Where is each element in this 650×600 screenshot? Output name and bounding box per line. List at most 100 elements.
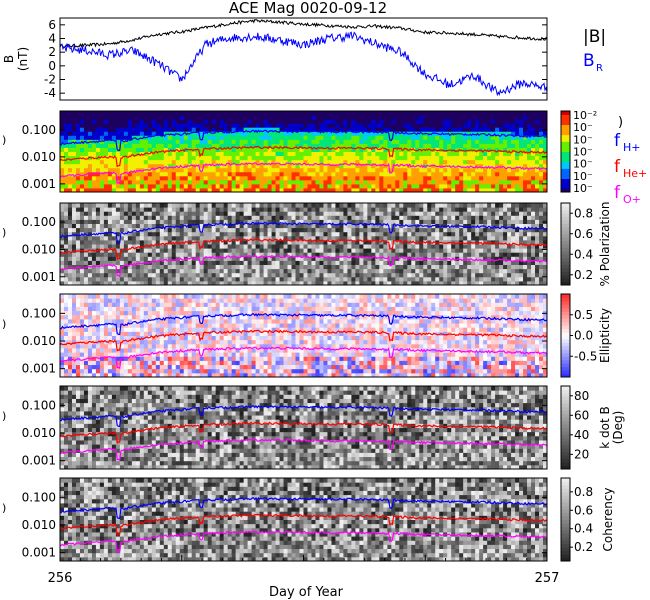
spectrogram-cell [483, 260, 488, 265]
spectrogram-cell [435, 115, 440, 120]
spectrogram-cell [171, 123, 177, 128]
spectrogram-cell [195, 183, 201, 189]
spectrogram-cell [183, 207, 189, 212]
spectrogram-cell [475, 239, 480, 245]
spectrogram-cell [443, 235, 448, 241]
spectrogram-cell [279, 135, 285, 140]
spectrogram-cell [443, 175, 448, 181]
spectrogram-cell [91, 260, 97, 265]
spectrogram-cell [495, 171, 500, 177]
spectrogram-cell [363, 219, 368, 224]
spectrogram-cell [543, 235, 548, 241]
spectrogram-cell [255, 264, 261, 270]
spectrogram-cell [263, 155, 269, 161]
spectrogram-cell [411, 264, 416, 270]
spectrogram-cell [163, 280, 169, 286]
spectrogram-cell [331, 268, 336, 274]
spectrogram-cell [403, 280, 408, 286]
spectrogram-cell [531, 155, 536, 161]
spectrogram-cell [295, 163, 301, 169]
spectrogram-cell [375, 215, 380, 220]
spectrogram-cell [415, 268, 420, 274]
spectrogram-cell [327, 260, 332, 265]
spectrogram-cell [483, 235, 488, 241]
spectrogram-cell [63, 280, 69, 286]
spectrogram-cell [511, 252, 516, 257]
spectrogram-cell [299, 135, 304, 140]
spectrogram-cell [159, 127, 165, 132]
spectrogram-cell [63, 179, 69, 185]
spectrogram-cell [535, 123, 540, 128]
spectrogram-cell [359, 231, 364, 237]
spectrogram-cell [527, 127, 532, 132]
spectrogram-cell [383, 131, 388, 136]
spectrogram-cell [467, 256, 472, 261]
spectrogram-cell [227, 235, 233, 241]
spectrogram-cell [299, 143, 304, 148]
spectrogram-cell [295, 268, 301, 274]
spectrogram-cell [543, 280, 548, 286]
spectrogram-cell [139, 227, 145, 233]
spectrogram-cell [367, 143, 372, 148]
spectrogram-cell [419, 135, 424, 140]
spectrogram-cell [319, 151, 324, 157]
colorbar-cell [561, 158, 570, 163]
spectrogram-cell [499, 276, 504, 282]
spectrogram-cell [319, 183, 324, 189]
spectrogram-cell [423, 227, 428, 233]
spectrogram-cell [103, 151, 109, 157]
spectrogram-cell [423, 163, 428, 169]
spectrogram-cell [379, 143, 384, 148]
spectrogram-cell [359, 272, 364, 278]
spectrogram-cell [291, 159, 297, 165]
spectrogram-cell [307, 147, 312, 152]
spectrogram-cell [535, 207, 540, 212]
spectrogram-cell [327, 167, 332, 173]
spectrogram-cell [431, 248, 436, 253]
spectrogram-cell [175, 119, 181, 124]
spectrogram-cell [531, 235, 536, 241]
spectrogram-cell [195, 215, 201, 220]
spectrogram-cell [195, 151, 201, 157]
spectrogram-cell [123, 239, 129, 245]
spectrogram-cell [99, 127, 105, 132]
spectrogram-cell [359, 147, 364, 152]
spectrogram-cell [219, 272, 225, 278]
spectrogram-cell [287, 215, 293, 220]
spectrogram-cell [419, 227, 424, 233]
spectrogram-cell [375, 159, 380, 165]
spectrogram-cell [515, 163, 520, 169]
spectrogram-cell [467, 151, 472, 157]
spectrogram-cell [523, 143, 528, 148]
spectrogram-cell [335, 159, 340, 165]
spectrogram-cell [419, 143, 424, 148]
spectrogram-cell [243, 211, 249, 216]
spectrogram-cell [163, 227, 169, 233]
spectrogram-cell [327, 211, 332, 216]
spectrogram-cell [411, 268, 416, 274]
spectrogram-cell [207, 175, 213, 181]
spectrogram-cell [107, 111, 113, 116]
spectrogram-cell [191, 123, 197, 128]
spectrogram-cell [283, 223, 289, 229]
spectrogram-cell [179, 159, 185, 165]
spectrogram-cell [119, 239, 125, 245]
y-axis-label: B (nT) [2, 47, 30, 71]
spectrogram-cell [347, 276, 352, 282]
spectrogram-cell [311, 248, 316, 253]
spectrogram-cell [503, 268, 508, 274]
spectrogram-cell [519, 179, 524, 185]
spectrogram-cell [459, 119, 464, 124]
spectrogram-cell [455, 227, 460, 233]
spectrogram-cell [251, 151, 257, 157]
colorbar-cell [561, 131, 570, 136]
spectrogram-cell [60, 175, 65, 181]
spectrogram-cell [295, 215, 301, 220]
spectrogram-cell [375, 167, 380, 173]
spectrogram-cell [227, 127, 233, 132]
spectrogram-cell [451, 183, 456, 189]
spectrogram-cell [347, 175, 352, 181]
spectrogram-cell [527, 280, 532, 286]
spectrogram-cell [343, 159, 348, 165]
spectrogram-cell [455, 280, 460, 286]
